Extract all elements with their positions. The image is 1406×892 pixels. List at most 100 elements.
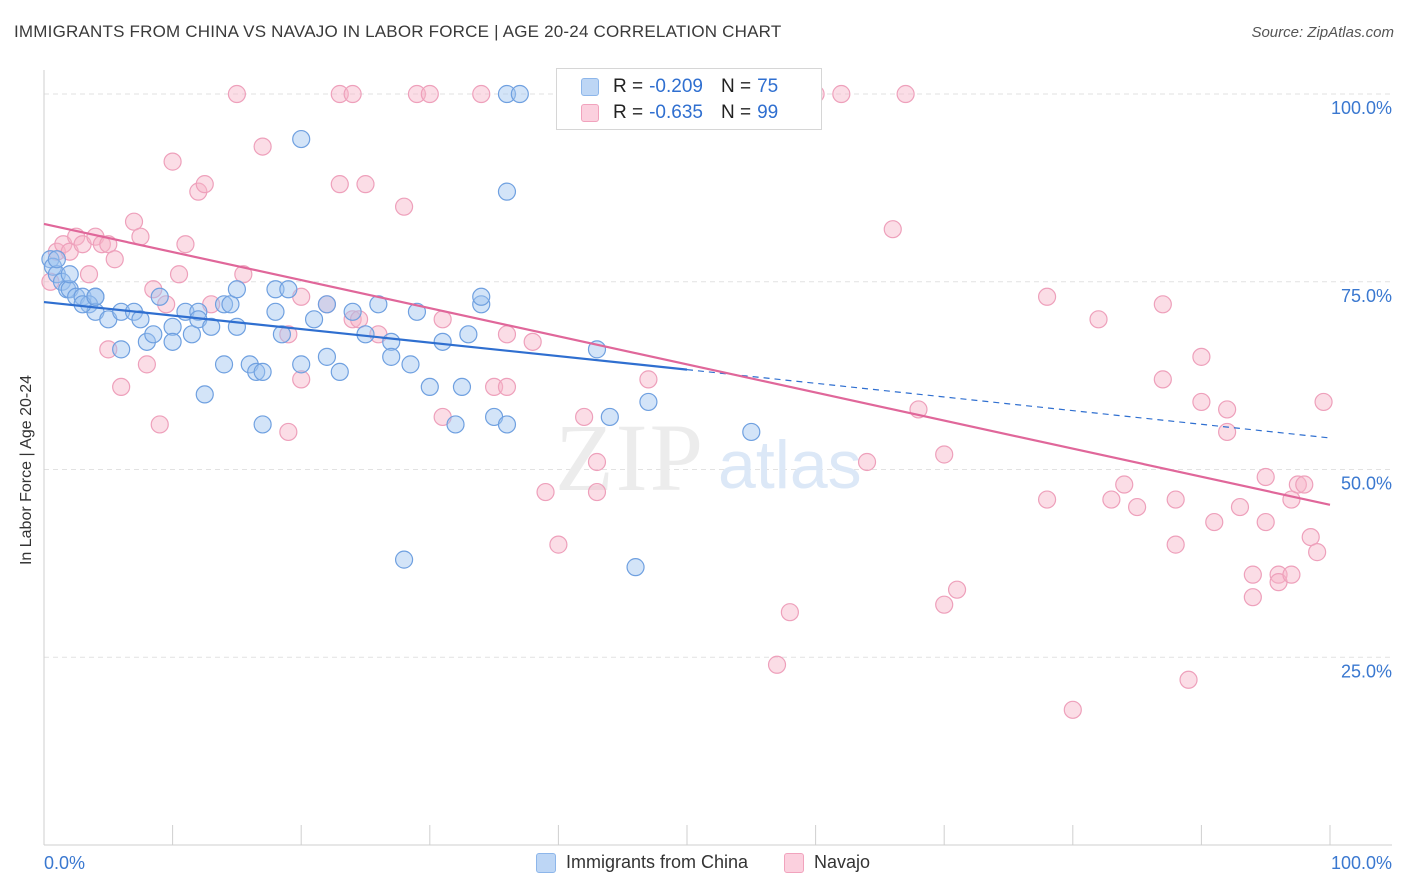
- china-point: [86, 287, 105, 306]
- navajo-point: [234, 265, 253, 284]
- navajo-point: [1166, 490, 1185, 509]
- china-point: [317, 347, 337, 366]
- navajo-point: [1102, 490, 1121, 509]
- navajo-trend-line: [43, 222, 1331, 506]
- china-point: [189, 302, 208, 321]
- navajo-point: [163, 152, 182, 171]
- china-point: [292, 129, 311, 149]
- navajo-point: [157, 295, 176, 314]
- legend-r-label: R =: [613, 102, 644, 123]
- china-trend-line-extension: [686, 369, 1331, 439]
- china-point: [452, 377, 472, 397]
- navajo-point: [485, 377, 504, 397]
- x-tick-label-0: 0.0%: [44, 853, 85, 873]
- navajo-point: [1269, 565, 1288, 584]
- x-tick-label-100: 100.0%: [1331, 853, 1392, 873]
- navajo-point: [349, 310, 369, 329]
- china-point: [253, 362, 272, 381]
- navajo-point: [279, 422, 298, 442]
- china-point: [253, 415, 272, 434]
- navajo-point: [935, 445, 954, 464]
- navajo-point: [1282, 565, 1301, 584]
- legend-r-label: R =: [613, 76, 644, 97]
- legend-r-value-china: -0.209: [649, 76, 703, 97]
- watermark-atlas: atlas: [718, 427, 862, 503]
- bottom-legend-navajo: Navajo: [784, 852, 870, 873]
- china-point: [279, 280, 298, 299]
- china-point: [639, 392, 658, 412]
- bottom-legend: Immigrants from China Navajo: [0, 852, 1406, 873]
- navajo-point: [47, 242, 66, 261]
- china-point: [382, 347, 401, 366]
- china-point: [420, 377, 439, 397]
- china-point: [163, 332, 182, 351]
- navajo-point: [857, 452, 877, 472]
- navajo-point: [1115, 475, 1134, 494]
- china-point: [137, 332, 156, 351]
- china-point: [227, 280, 246, 299]
- china-point: [472, 287, 491, 306]
- navajo-point: [587, 482, 607, 502]
- axes: [43, 70, 1392, 846]
- navajo-point: [1153, 295, 1172, 314]
- legend-n-value-china: 75: [757, 76, 779, 97]
- navajo-point: [330, 84, 349, 104]
- navajo-point: [169, 265, 189, 284]
- china-point: [112, 340, 131, 359]
- trend-lines: [43, 222, 1331, 506]
- navajo-point: [420, 84, 439, 104]
- navajo-point: [407, 84, 427, 104]
- bottom-legend-swatch-china: [535, 852, 556, 873]
- navajo-point: [1205, 512, 1224, 532]
- china-point: [144, 325, 163, 344]
- navajo-point: [330, 175, 349, 194]
- navajo-point: [343, 84, 362, 104]
- navajo-point: [79, 265, 99, 284]
- navajo-point: [497, 377, 517, 397]
- china-point: [497, 415, 517, 434]
- navajo-point: [1243, 565, 1262, 584]
- china-point: [202, 317, 221, 336]
- china-point: [266, 302, 285, 321]
- china-point: [221, 295, 240, 314]
- china-point: [182, 325, 201, 344]
- source-label: Source: ZipAtlas.com: [1251, 24, 1394, 41]
- china-point: [407, 302, 427, 321]
- watermark-zip: ZIP: [555, 404, 705, 511]
- bottom-legend-label-china: Immigrants from China: [565, 852, 749, 872]
- china-point: [330, 362, 349, 381]
- navajo-point: [279, 325, 298, 344]
- china-point: [433, 332, 452, 351]
- legend-n-label: N =: [720, 102, 752, 123]
- navajo-point: [99, 340, 118, 359]
- china-point: [272, 325, 292, 344]
- navajo-point: [1314, 392, 1333, 412]
- navajo-point: [575, 407, 594, 427]
- china-point: [742, 422, 761, 442]
- navajo-point: [1308, 543, 1327, 562]
- navajo-point: [832, 84, 851, 104]
- navajo-point: [1288, 475, 1307, 494]
- navajo-point: [780, 603, 799, 622]
- navajo-point: [1295, 475, 1314, 494]
- navajo-point: [947, 580, 967, 599]
- navajo-point: [1256, 467, 1275, 487]
- china-trend-line: [43, 300, 688, 371]
- navajo-point: [1037, 287, 1057, 306]
- navajo-point: [587, 452, 607, 472]
- bottom-legend-china: Immigrants from China: [535, 852, 749, 873]
- china-point: [304, 310, 324, 329]
- navajo-point: [1256, 512, 1275, 532]
- navajo-point: [497, 325, 517, 344]
- tick-labels: 25.0% 50.0% 75.0% 100.0% 0.0% 100.0%: [44, 98, 1392, 873]
- navajo-point: [356, 175, 375, 194]
- legend: R = -0.209 N = 75 R = -0.635 N = 99: [556, 68, 822, 130]
- navajo-point: [137, 355, 156, 374]
- navajo-point: [896, 84, 915, 104]
- navajo-point: [1301, 527, 1320, 547]
- navajo-point: [549, 535, 568, 554]
- navajo-point: [767, 655, 787, 674]
- legend-r-value-navajo: -0.635: [649, 102, 703, 123]
- legend-swatch-china: [581, 78, 599, 96]
- legend-n-label: N =: [720, 76, 752, 97]
